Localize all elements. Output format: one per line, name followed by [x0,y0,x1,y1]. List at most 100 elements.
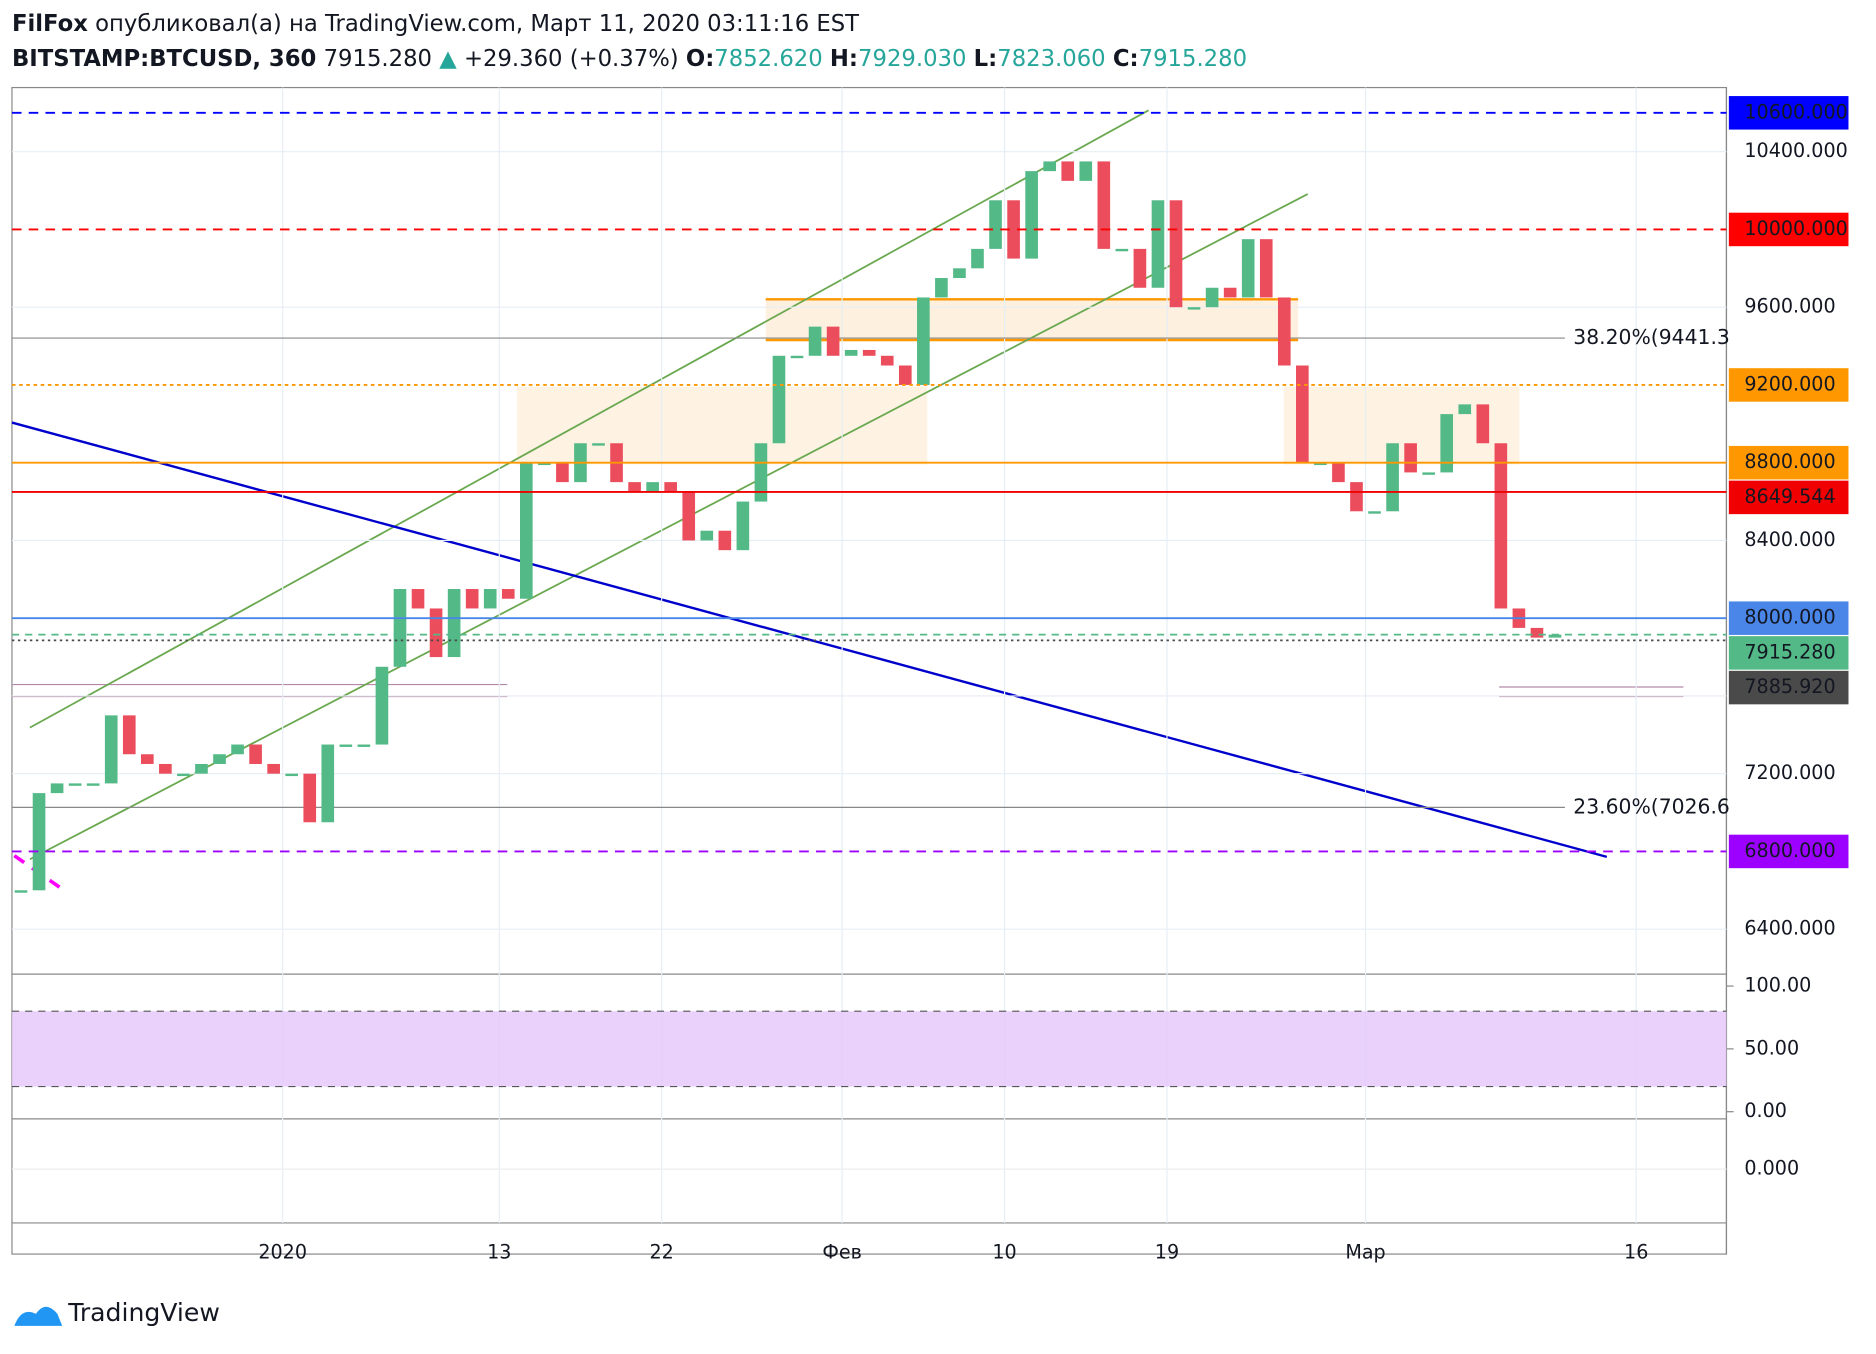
header: FilFox опубликовал(а) на TradingView.com… [12,11,859,37]
candle [1458,404,1472,415]
candle [519,462,533,599]
candle [1476,404,1490,444]
close: 7915.280 [1139,45,1247,71]
price-label: 8000.000 [1744,606,1835,629]
candle [844,349,858,356]
candle [971,248,984,269]
price-label: 9200.000 [1744,372,1835,395]
l-label: L: [974,45,998,71]
h-label: H: [830,45,858,71]
candle [790,355,804,359]
candle [141,754,154,764]
x-tick-label: 22 [649,1240,673,1263]
candle [393,589,407,667]
candle [1440,414,1454,473]
candle [1422,472,1435,475]
author: FilFox [12,11,88,37]
candle [1296,365,1309,463]
candle [429,608,443,658]
candle [862,349,876,356]
fib-label: 23.60%(7026.6 [1573,794,1730,818]
candle [1043,161,1056,172]
candle [68,783,82,786]
candle [1368,511,1381,514]
candle [1133,248,1147,288]
candle [1241,239,1255,298]
candle [1151,200,1165,288]
x-tick-label: Мар [1345,1240,1385,1263]
candle [718,530,732,551]
candle [1115,248,1129,252]
price-label-box [1728,96,1849,130]
candle [447,589,461,658]
candle [483,589,497,609]
candle [465,589,479,609]
candle [646,482,659,492]
candle [339,744,353,747]
candle [754,443,768,502]
last: 7915.280 [324,45,432,71]
candle [104,715,118,784]
candle [357,744,371,747]
candle [1061,161,1075,181]
y-tick-label: 9600.000 [1744,295,1835,318]
candle [592,443,605,446]
candle [86,783,100,786]
price-label-box [1728,368,1849,402]
arrow-up: ▲ [439,45,457,71]
candle [935,278,948,298]
candle [375,666,389,745]
candle [700,530,714,541]
high: 7929.030 [858,45,966,71]
y-tick-label: 6400.000 [1744,917,1835,940]
price-label: 10600.000 [1744,100,1847,123]
candle [501,589,515,599]
price-label: 6800.000 [1744,839,1835,862]
candle [1314,462,1327,466]
candle [1169,200,1183,308]
price-label-box [1728,670,1849,705]
symbol: BITSTAMP:BTCUSD, 360 [12,45,316,71]
candle [989,200,1002,249]
logo-text: TradingView [67,1298,220,1327]
candle [1494,443,1508,609]
candle [1097,161,1111,249]
open: 7852.620 [714,45,822,71]
candle [177,773,190,777]
published: опубликовал(а) на TradingView.com, Март … [95,11,859,37]
stoch-tick-label: 0.00 [1744,1099,1787,1122]
candle [917,297,930,385]
candle [1079,161,1093,181]
candle [1277,297,1291,366]
x-tick-label: 13 [487,1240,511,1263]
price-label-box [1728,636,1849,670]
y-tick-label: 8400.000 [1744,528,1835,551]
candle [411,589,425,609]
candle [1386,443,1399,512]
stoch-tick-label: 50.00 [1744,1036,1799,1059]
ohlc: BITSTAMP:BTCUSD, 360 7915.280 ▲ +29.360 … [12,45,1247,71]
candle [285,773,299,777]
macd-tick-label: 0.000 [1744,1157,1799,1180]
change: +29.360 (+0.37%) [464,45,679,71]
candle [1025,171,1038,259]
candle [14,890,28,893]
candle [303,773,317,823]
candle [628,482,641,492]
y-tick-label: 7200.000 [1744,761,1835,784]
candle [1007,200,1020,259]
price-label-box [1728,480,1849,515]
fib-label: 38.20%(9441.3 [1573,325,1730,349]
logo: TradingView [14,1298,220,1327]
candle [50,783,64,794]
candle [953,268,966,279]
x-tick-label: 16 [1624,1240,1648,1263]
candle [880,355,894,366]
candle [826,326,840,356]
y-tick-label: 10400.000 [1744,139,1847,162]
candle [556,462,569,483]
candle [231,744,244,755]
candle [32,793,46,891]
price-label-box [1728,445,1849,480]
